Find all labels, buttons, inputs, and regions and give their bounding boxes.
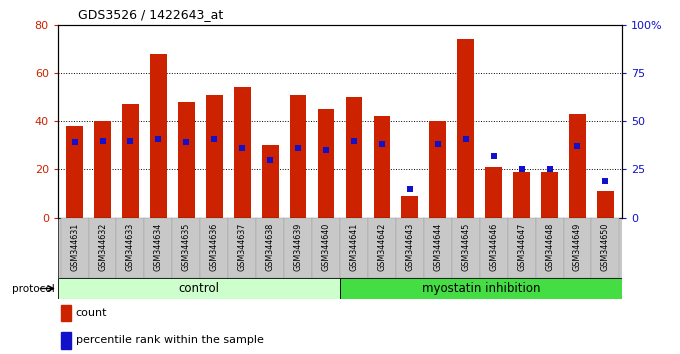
Text: GSM344646: GSM344646 [489, 223, 498, 271]
Bar [58, 278, 340, 299]
FancyBboxPatch shape [340, 218, 368, 278]
FancyBboxPatch shape [396, 218, 424, 278]
Bar [340, 278, 622, 299]
Point [349, 138, 360, 143]
Point [181, 139, 192, 145]
FancyBboxPatch shape [116, 218, 144, 278]
Text: GSM344632: GSM344632 [98, 223, 107, 271]
Point [405, 186, 415, 192]
Bar [318, 109, 335, 218]
Text: count: count [76, 308, 107, 318]
Point [572, 143, 583, 149]
Point [460, 136, 471, 142]
Text: GSM344650: GSM344650 [601, 223, 610, 271]
FancyBboxPatch shape [61, 218, 88, 278]
FancyBboxPatch shape [172, 218, 201, 278]
Point [516, 167, 527, 172]
Bar [290, 95, 307, 218]
Text: GSM344647: GSM344647 [517, 223, 526, 271]
Point [265, 157, 275, 162]
Bar [486, 167, 502, 218]
Bar [150, 54, 167, 218]
FancyBboxPatch shape [592, 218, 619, 278]
Text: GSM344643: GSM344643 [405, 223, 414, 271]
FancyBboxPatch shape [508, 218, 536, 278]
Bar [345, 97, 362, 218]
FancyBboxPatch shape [368, 218, 396, 278]
Point [600, 178, 611, 184]
FancyBboxPatch shape [479, 218, 508, 278]
Point [125, 138, 136, 143]
Point [544, 167, 555, 172]
Text: GSM344644: GSM344644 [433, 223, 442, 271]
Bar [234, 87, 251, 218]
Bar [597, 191, 614, 218]
Point [292, 145, 303, 151]
FancyBboxPatch shape [88, 218, 116, 278]
Point [320, 147, 331, 153]
FancyBboxPatch shape [228, 218, 256, 278]
Point [69, 139, 80, 145]
Bar [262, 145, 279, 218]
Text: GSM344633: GSM344633 [126, 223, 135, 271]
Bar [569, 114, 586, 218]
FancyBboxPatch shape [312, 218, 340, 278]
FancyBboxPatch shape [284, 218, 312, 278]
Text: GSM344638: GSM344638 [266, 223, 275, 271]
Text: GSM344639: GSM344639 [294, 223, 303, 271]
Point [97, 138, 108, 143]
FancyBboxPatch shape [256, 218, 284, 278]
Point [377, 142, 388, 147]
Bar [401, 196, 418, 218]
Point [432, 142, 443, 147]
Bar [458, 39, 474, 218]
Text: GSM344631: GSM344631 [70, 223, 79, 271]
Bar [373, 116, 390, 218]
Text: GSM344641: GSM344641 [350, 223, 358, 271]
Text: GSM344634: GSM344634 [154, 223, 163, 271]
Bar [58, 218, 622, 278]
Text: myostatin inhibition: myostatin inhibition [422, 282, 541, 295]
FancyBboxPatch shape [144, 218, 172, 278]
Text: GSM344640: GSM344640 [322, 223, 330, 271]
Point [209, 136, 220, 142]
FancyBboxPatch shape [536, 218, 564, 278]
Text: GSM344645: GSM344645 [461, 223, 471, 271]
Bar [66, 126, 83, 218]
Bar [122, 104, 139, 218]
Bar [61, 332, 71, 348]
Text: control: control [178, 282, 220, 295]
Text: GSM344649: GSM344649 [573, 223, 582, 271]
Bar [61, 304, 71, 321]
Text: GDS3526 / 1422643_at: GDS3526 / 1422643_at [78, 8, 224, 21]
Bar [541, 172, 558, 218]
Point [488, 153, 499, 159]
Text: GSM344637: GSM344637 [238, 223, 247, 271]
Text: percentile rank within the sample: percentile rank within the sample [76, 335, 264, 345]
Bar [513, 172, 530, 218]
FancyBboxPatch shape [452, 218, 479, 278]
Bar [94, 121, 111, 218]
Text: GSM344636: GSM344636 [209, 223, 219, 271]
Text: protocol: protocol [12, 284, 54, 293]
Bar [206, 95, 222, 218]
Text: GSM344642: GSM344642 [377, 223, 386, 271]
Text: GSM344635: GSM344635 [182, 223, 191, 271]
FancyBboxPatch shape [424, 218, 452, 278]
Bar [429, 121, 446, 218]
Text: GSM344648: GSM344648 [545, 223, 554, 271]
FancyBboxPatch shape [201, 218, 228, 278]
FancyBboxPatch shape [564, 218, 592, 278]
Point [153, 136, 164, 142]
Point [237, 145, 248, 151]
Bar [178, 102, 194, 218]
